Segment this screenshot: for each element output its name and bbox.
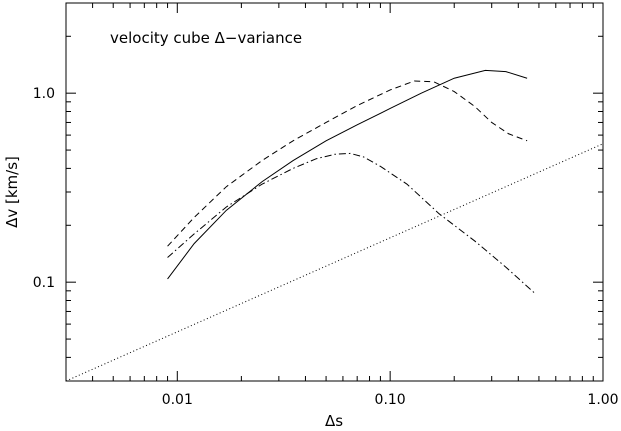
y-tick-label: 1.0	[33, 86, 55, 102]
plot-frame	[65, 2, 604, 382]
series-line-dotted	[65, 143, 604, 382]
x-tick-label: 1.00	[587, 392, 618, 408]
series-line-solid	[167, 69, 528, 280]
series-lines	[65, 69, 604, 382]
chart-annotation: velocity cube Δ−variance	[110, 29, 302, 47]
y-axis-label: Δv [km/s]	[3, 156, 21, 228]
series-line-dashed	[167, 80, 528, 247]
x-tick-label: 0.01	[162, 392, 193, 408]
x-axis-label: Δs	[325, 412, 343, 430]
series-line-dash-dot	[167, 152, 536, 294]
y-tick-label: 0.1	[33, 275, 55, 291]
tick-labels: 0.01 0.10 1.00 0.1 1.0	[33, 86, 619, 408]
axis-ticks	[65, 2, 604, 382]
x-tick-label: 0.10	[375, 392, 406, 408]
